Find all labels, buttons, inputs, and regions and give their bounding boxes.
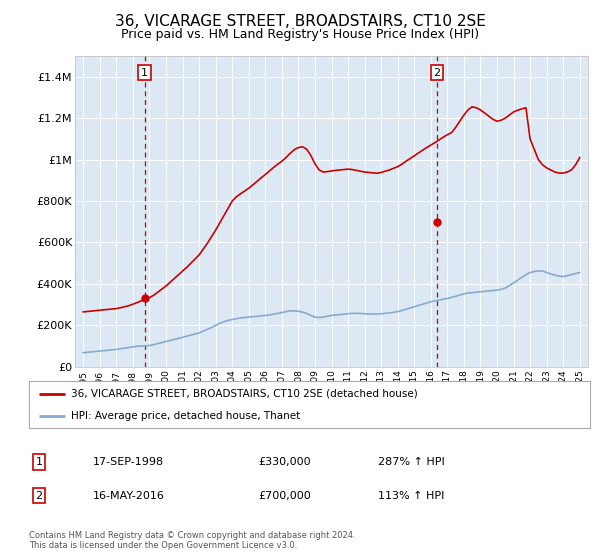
Text: £700,000: £700,000 — [258, 491, 311, 501]
Text: 17-SEP-1998: 17-SEP-1998 — [93, 457, 164, 467]
Text: 36, VICARAGE STREET, BROADSTAIRS, CT10 2SE: 36, VICARAGE STREET, BROADSTAIRS, CT10 2… — [115, 14, 485, 29]
Text: 36, VICARAGE STREET, BROADSTAIRS, CT10 2SE (detached house): 36, VICARAGE STREET, BROADSTAIRS, CT10 2… — [71, 389, 418, 399]
Text: 113% ↑ HPI: 113% ↑ HPI — [378, 491, 445, 501]
Text: 2: 2 — [433, 68, 440, 78]
Text: 1: 1 — [141, 68, 148, 78]
Text: Price paid vs. HM Land Registry's House Price Index (HPI): Price paid vs. HM Land Registry's House … — [121, 28, 479, 41]
Text: 287% ↑ HPI: 287% ↑ HPI — [378, 457, 445, 467]
Text: Contains HM Land Registry data © Crown copyright and database right 2024.
This d: Contains HM Land Registry data © Crown c… — [29, 531, 355, 550]
Text: 1: 1 — [35, 457, 43, 467]
Text: 2: 2 — [35, 491, 43, 501]
Text: £330,000: £330,000 — [258, 457, 311, 467]
Text: 16-MAY-2016: 16-MAY-2016 — [93, 491, 165, 501]
Text: HPI: Average price, detached house, Thanet: HPI: Average price, detached house, Than… — [71, 410, 300, 421]
